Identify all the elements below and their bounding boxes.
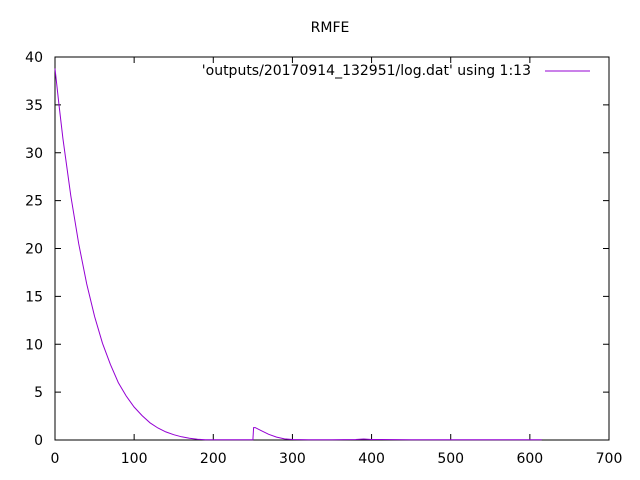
y-tick-label: 40 bbox=[25, 50, 43, 66]
series-line bbox=[54, 68, 542, 441]
y-tick-label: 5 bbox=[34, 385, 43, 401]
x-tick-label: 200 bbox=[200, 451, 227, 467]
chart-title: RMFE bbox=[311, 20, 350, 36]
x-tick-label: 700 bbox=[596, 451, 623, 467]
y-tick-label: 30 bbox=[25, 146, 43, 162]
legend-label: 'outputs/20170914_132951/log.dat' using … bbox=[202, 63, 531, 79]
x-tick-label: 400 bbox=[358, 451, 385, 467]
x-tick-label: 300 bbox=[279, 451, 306, 467]
y-tick-label: 25 bbox=[25, 194, 43, 210]
series-layer bbox=[54, 68, 542, 441]
y-tick-label: 10 bbox=[25, 337, 43, 353]
y-tick-label: 15 bbox=[25, 289, 43, 305]
x-tick-label: 600 bbox=[516, 451, 543, 467]
y-tick-label: 35 bbox=[25, 98, 43, 114]
plot-frame bbox=[54, 56, 610, 441]
y-tick-label: 0 bbox=[34, 433, 43, 449]
y-tick-label: 20 bbox=[25, 242, 43, 258]
x-tick-label: 0 bbox=[51, 451, 60, 467]
x-tick-label: 500 bbox=[437, 451, 464, 467]
legend: 'outputs/20170914_132951/log.dat' using … bbox=[202, 63, 590, 79]
x-axis: 0 100 200 300 400 500 600 700 bbox=[51, 57, 623, 467]
y-axis: 0 5 10 15 20 25 30 35 40 bbox=[25, 50, 609, 449]
x-tick-label: 100 bbox=[121, 451, 148, 467]
